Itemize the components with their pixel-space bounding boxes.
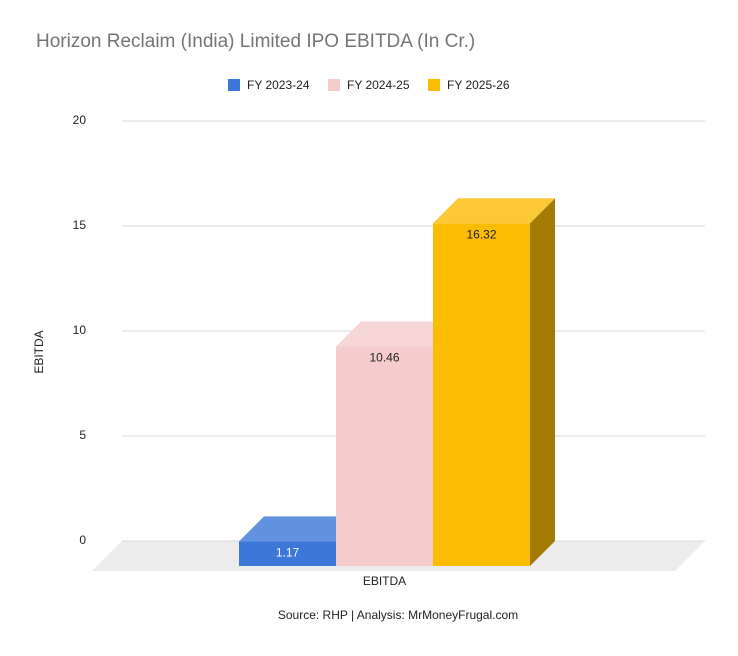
legend-swatch — [328, 79, 340, 91]
x-tick-label: EBITDA — [363, 574, 406, 588]
bar — [336, 346, 433, 566]
legend-swatch — [228, 79, 240, 91]
y-tick-label: 0 — [79, 533, 86, 547]
bar — [239, 541, 336, 566]
legend-label: FY 2025-26 — [447, 78, 510, 92]
bar — [433, 223, 530, 566]
chart-title: Horizon Reclaim (India) Limited IPO EBIT… — [36, 31, 475, 52]
bar-side — [530, 198, 555, 566]
bar-top — [336, 321, 458, 347]
y-tick-label: 20 — [73, 113, 87, 127]
data-label: 10.46 — [369, 351, 399, 365]
bar-top — [433, 198, 555, 224]
legend-swatch — [428, 79, 440, 91]
y-tick-label: 5 — [79, 428, 86, 442]
data-label: 1.17 — [276, 546, 300, 560]
bar-top — [239, 516, 361, 542]
legend-label: FY 2024-25 — [347, 78, 410, 92]
data-label: 16.32 — [466, 227, 496, 241]
y-tick-label: 10 — [73, 323, 87, 337]
y-axis-label: EBITDA — [32, 330, 46, 373]
legend-label: FY 2023-24 — [247, 78, 310, 92]
source-note: Source: RHP | Analysis: MrMoneyFrugal.co… — [278, 608, 518, 622]
y-tick-label: 15 — [73, 218, 87, 232]
